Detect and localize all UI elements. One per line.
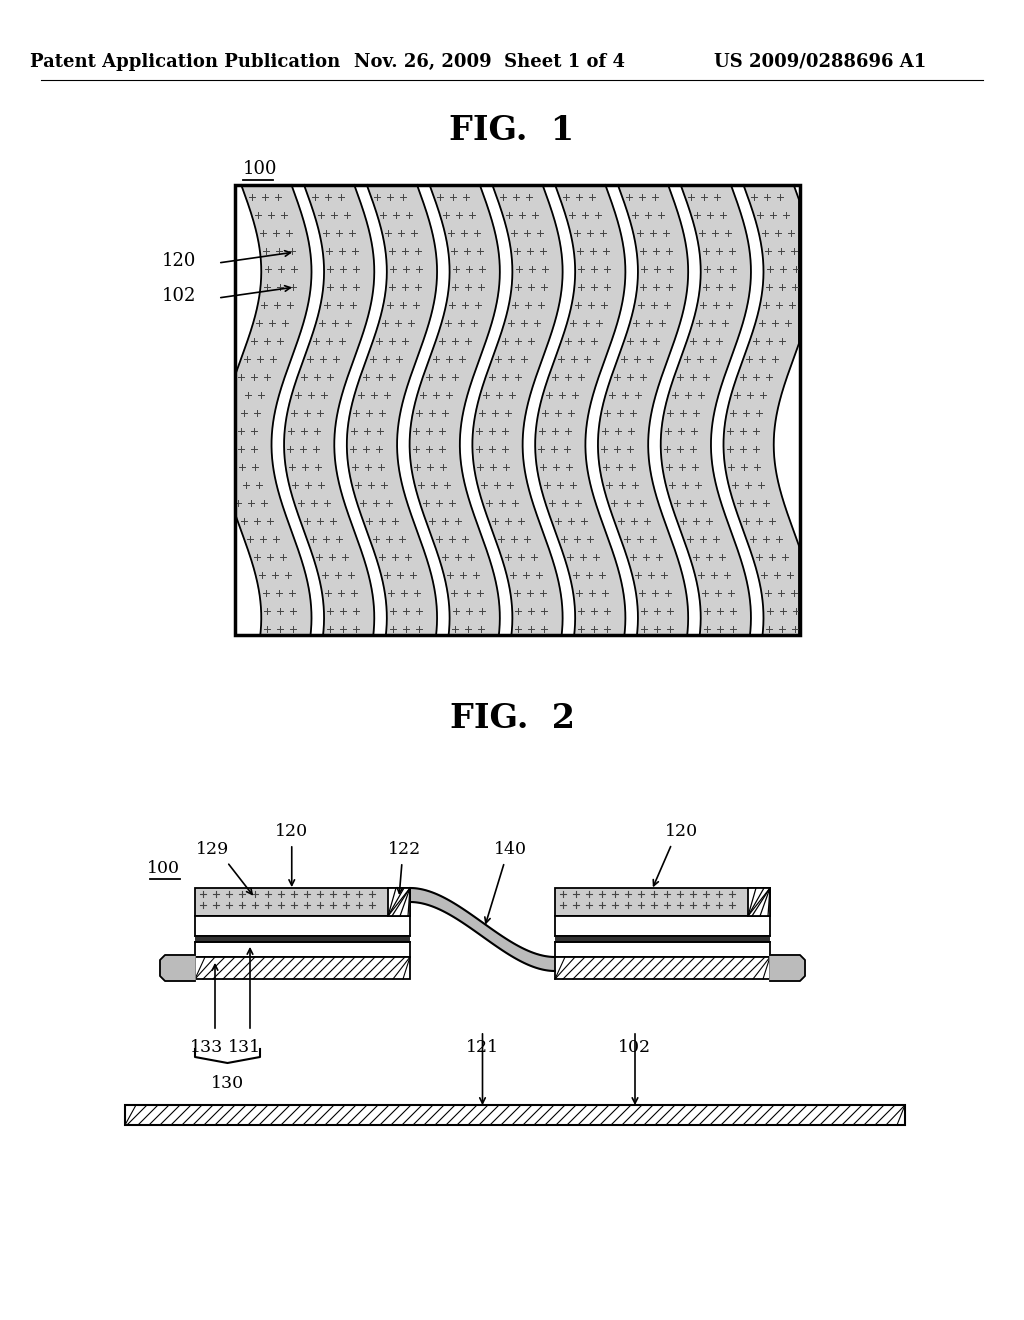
Bar: [555, 936, 770, 942]
Polygon shape: [770, 954, 805, 981]
Bar: [748, 888, 770, 916]
Bar: [555, 916, 770, 936]
Bar: [555, 888, 770, 916]
Polygon shape: [347, 185, 437, 635]
Polygon shape: [472, 185, 562, 635]
Bar: [195, 916, 410, 936]
Text: 120: 120: [666, 822, 698, 840]
Polygon shape: [598, 185, 688, 635]
Text: 100: 100: [243, 160, 278, 178]
Text: 102: 102: [618, 1039, 651, 1056]
Polygon shape: [724, 185, 799, 635]
Text: 130: 130: [211, 1074, 244, 1092]
Text: US 2009/0288696 A1: US 2009/0288696 A1: [714, 53, 926, 71]
Text: 122: 122: [388, 841, 422, 858]
Text: FIG.  2: FIG. 2: [450, 701, 574, 734]
Bar: [195, 942, 410, 957]
Bar: [555, 942, 770, 957]
Text: FIG.  1: FIG. 1: [450, 114, 574, 147]
Bar: [555, 957, 770, 979]
Text: Patent Application Publication: Patent Application Publication: [30, 53, 340, 71]
Polygon shape: [536, 185, 626, 635]
Polygon shape: [236, 185, 311, 635]
Bar: [234, 185, 800, 635]
Bar: [234, 185, 800, 635]
Polygon shape: [660, 185, 751, 635]
Bar: [195, 888, 410, 916]
Text: 120: 120: [162, 252, 196, 271]
Text: 131: 131: [228, 1039, 261, 1056]
Polygon shape: [160, 954, 195, 981]
Text: 121: 121: [466, 1039, 499, 1056]
Text: 129: 129: [197, 841, 229, 858]
Text: 133: 133: [190, 1039, 223, 1056]
Text: 100: 100: [146, 861, 179, 876]
Bar: [195, 957, 410, 979]
Text: 140: 140: [494, 841, 527, 858]
Bar: [125, 1105, 905, 1125]
Bar: [388, 888, 410, 916]
Polygon shape: [410, 185, 500, 635]
Text: 120: 120: [275, 822, 308, 840]
Polygon shape: [284, 185, 375, 635]
Bar: [195, 936, 410, 942]
Text: 102: 102: [162, 286, 196, 305]
Polygon shape: [410, 888, 555, 972]
Text: Nov. 26, 2009  Sheet 1 of 4: Nov. 26, 2009 Sheet 1 of 4: [354, 53, 626, 71]
